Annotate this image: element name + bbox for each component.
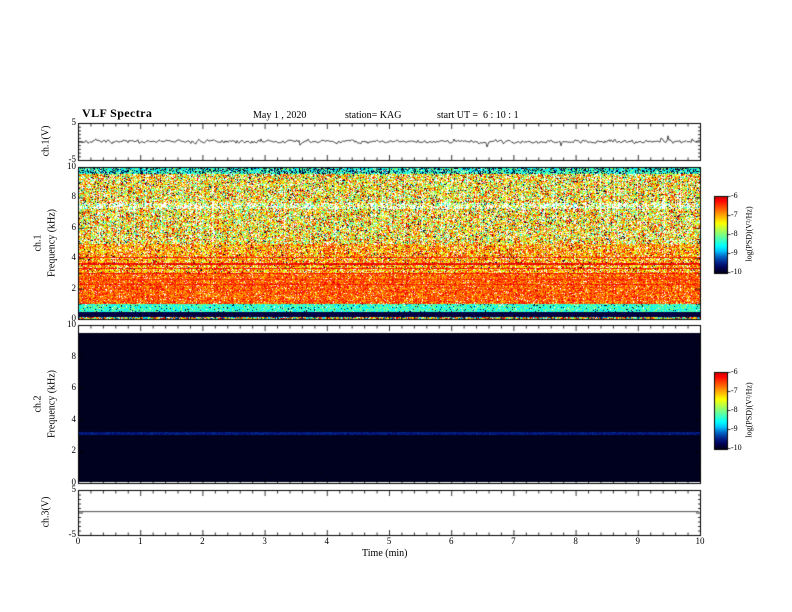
ch1-wave-y-tick: 5 [71,117,77,127]
colorbar2-tick: -9 [731,424,738,433]
ch3-wave-y-tick: 5 [71,484,77,494]
ch2-spec-y-tick: 4 [71,413,77,424]
ch1-frequency-axis-label: Frequency (kHz) [46,208,58,278]
header-start-ut: start UT = 6 : 10 : 1 [437,110,519,121]
time-x-tick: 3 [262,536,267,546]
ch2-spec-y-tick: 6 [71,382,77,393]
time-x-tick: 10 [695,536,705,546]
colorbar1-tick: -7 [731,210,738,219]
time-x-tick: 8 [573,536,578,546]
ch1-spec-y-tick: 6 [71,221,77,232]
colorbar2-tick: -8 [731,405,738,414]
ch3-wave-y-tick: -5 [68,529,77,539]
ch1-channel-label: ch.1 [32,234,44,252]
time-x-tick: 9 [635,536,641,546]
ch2-spec-y-tick: 2 [71,445,77,456]
header-date: May 1 , 2020 [253,110,307,121]
colorbar2-tick: -7 [731,386,738,395]
colorbar1-tick: -8 [731,229,738,238]
ch1-spec-y-tick: 8 [71,191,77,202]
colorbar2-tick: -10 [731,443,742,452]
header-station: station= KAG [345,110,402,121]
time-x-tick: 4 [324,536,330,546]
colorbar2-label: log(PSD)(V²/Hz) [744,382,754,438]
ch1-wave-y-tick: -5 [68,154,77,164]
colorbar1-tick: -10 [731,267,742,276]
ch1-spec-y-tick: 10 [67,161,76,171]
colorbar1-tick: -9 [731,248,738,257]
time-x-tick: 5 [386,536,392,546]
time-x-tick: 1 [137,536,143,546]
ch2-spec-y-tick: 10 [67,319,76,329]
colorbar2-tick: -6 [731,367,738,376]
time-x-tick: 0 [75,536,81,546]
ch3-voltage-axis-label: ch.3(V) [40,496,52,528]
ch1-spec-y-tick: 2 [71,282,77,293]
ch2-spec-y-tick: 0 [71,477,77,487]
time-x-tick: 6 [448,536,454,546]
time-x-tick: 2 [200,536,205,546]
ch1-voltage-axis-label: ch.1(V) [40,125,52,157]
time-axis-label: Time (min) [362,548,408,559]
plot-title: VLF Spectra [82,106,153,120]
ch2-channel-label: ch.2 [32,395,44,413]
colorbar1-label: log(PSD)(V²/Hz) [744,206,754,262]
ch2-spec-y-tick: 8 [71,350,77,361]
colorbar1-tick: -6 [731,191,738,200]
ch1-spec-y-tick: 0 [71,313,77,323]
time-x-tick: 7 [511,536,516,546]
ch1-spec-y-tick: 4 [71,252,77,263]
ch2-frequency-axis-label: Frequency (kHz) [46,369,58,439]
